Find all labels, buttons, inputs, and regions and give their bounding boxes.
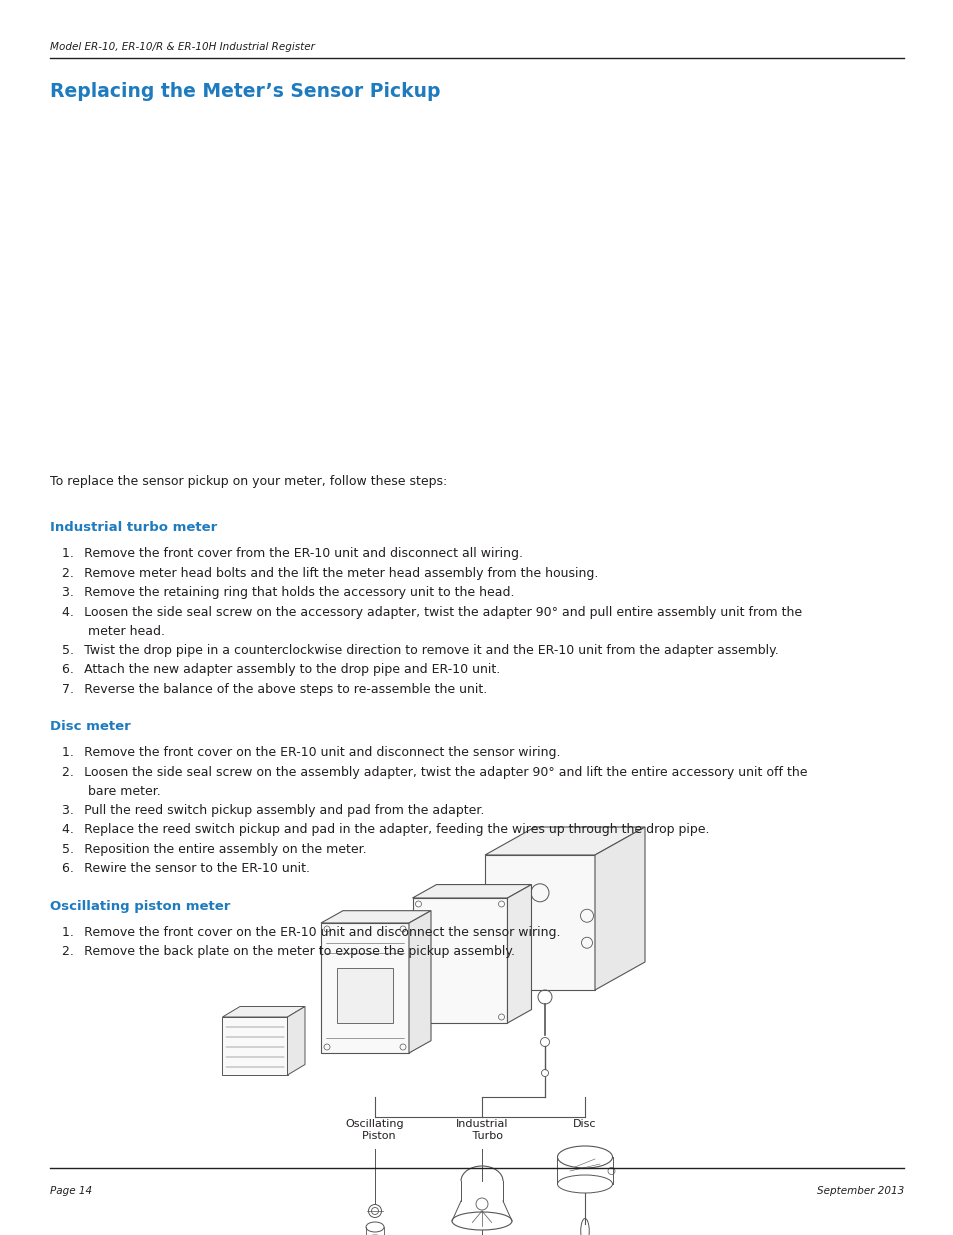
Polygon shape <box>222 1016 287 1074</box>
Text: 2.  Remove meter head bolts and the lift the meter head assembly from the housin: 2. Remove meter head bolts and the lift … <box>62 567 598 579</box>
Polygon shape <box>320 910 431 923</box>
Text: Disc meter: Disc meter <box>50 720 131 734</box>
Text: 4.  Replace the reed switch pickup and pad in the adapter, feeding the wires up : 4. Replace the reed switch pickup and pa… <box>62 823 709 836</box>
Text: meter head.: meter head. <box>88 625 165 638</box>
Text: To replace the sensor pickup on your meter, follow these steps:: To replace the sensor pickup on your met… <box>50 475 447 488</box>
Text: 5.  Reposition the entire assembly on the meter.: 5. Reposition the entire assembly on the… <box>62 842 366 856</box>
Text: 6.  Rewire the sensor to the ER-10 unit.: 6. Rewire the sensor to the ER-10 unit. <box>62 862 310 876</box>
Polygon shape <box>595 827 644 990</box>
Text: 2.  Loosen the side seal screw on the assembly adapter, twist the adapter 90° an: 2. Loosen the side seal screw on the ass… <box>62 766 806 778</box>
Text: Oscillating
  Piston: Oscillating Piston <box>345 1119 404 1141</box>
Text: Replacing the Meter’s Sensor Pickup: Replacing the Meter’s Sensor Pickup <box>50 82 440 101</box>
Polygon shape <box>222 1007 305 1016</box>
Text: Industrial turbo meter: Industrial turbo meter <box>50 521 217 534</box>
Text: 1.  Remove the front cover on the ER-10 unit and disconnect the sensor wiring.: 1. Remove the front cover on the ER-10 u… <box>62 746 560 760</box>
Text: 2.  Remove the back plate on the meter to expose the pickup assembly.: 2. Remove the back plate on the meter to… <box>62 945 515 958</box>
Text: 1.  Remove the front cover on the ER-10 unit and disconnect the sensor wiring.: 1. Remove the front cover on the ER-10 u… <box>62 925 560 939</box>
Polygon shape <box>484 827 644 855</box>
Text: 5.  Twist the drop pipe in a counterclockwise direction to remove it and the ER-: 5. Twist the drop pipe in a counterclock… <box>62 643 778 657</box>
Polygon shape <box>320 923 409 1053</box>
Text: Model ER-10, ER-10/R & ER-10H Industrial Register: Model ER-10, ER-10/R & ER-10H Industrial… <box>50 42 314 52</box>
Text: Page 14: Page 14 <box>50 1186 92 1195</box>
Text: 7.  Reverse the balance of the above steps to re-assemble the unit.: 7. Reverse the balance of the above step… <box>62 683 487 695</box>
Text: Disc: Disc <box>573 1119 597 1129</box>
Text: 4.  Loosen the side seal screw on the accessory adapter, twist the adapter 90° a: 4. Loosen the side seal screw on the acc… <box>62 605 801 619</box>
Text: bare meter.: bare meter. <box>88 785 161 798</box>
FancyBboxPatch shape <box>336 968 393 1023</box>
Text: 1.  Remove the front cover from the ER-10 unit and disconnect all wiring.: 1. Remove the front cover from the ER-10… <box>62 547 522 559</box>
Text: 6.  Attach the new adapter assembly to the drop pipe and ER-10 unit.: 6. Attach the new adapter assembly to th… <box>62 663 499 676</box>
Polygon shape <box>287 1007 305 1074</box>
Polygon shape <box>484 855 595 990</box>
Polygon shape <box>412 898 507 1023</box>
Text: 3.  Remove the retaining ring that holds the accessory unit to the head.: 3. Remove the retaining ring that holds … <box>62 585 514 599</box>
Polygon shape <box>412 884 531 898</box>
Text: Industrial
   Turbo: Industrial Turbo <box>456 1119 508 1141</box>
Text: Oscillating piston meter: Oscillating piston meter <box>50 899 230 913</box>
Text: 3.  Pull the reed switch pickup assembly and pad from the adapter.: 3. Pull the reed switch pickup assembly … <box>62 804 484 816</box>
Polygon shape <box>507 884 531 1023</box>
Polygon shape <box>409 910 431 1053</box>
Text: September 2013: September 2013 <box>816 1186 903 1195</box>
